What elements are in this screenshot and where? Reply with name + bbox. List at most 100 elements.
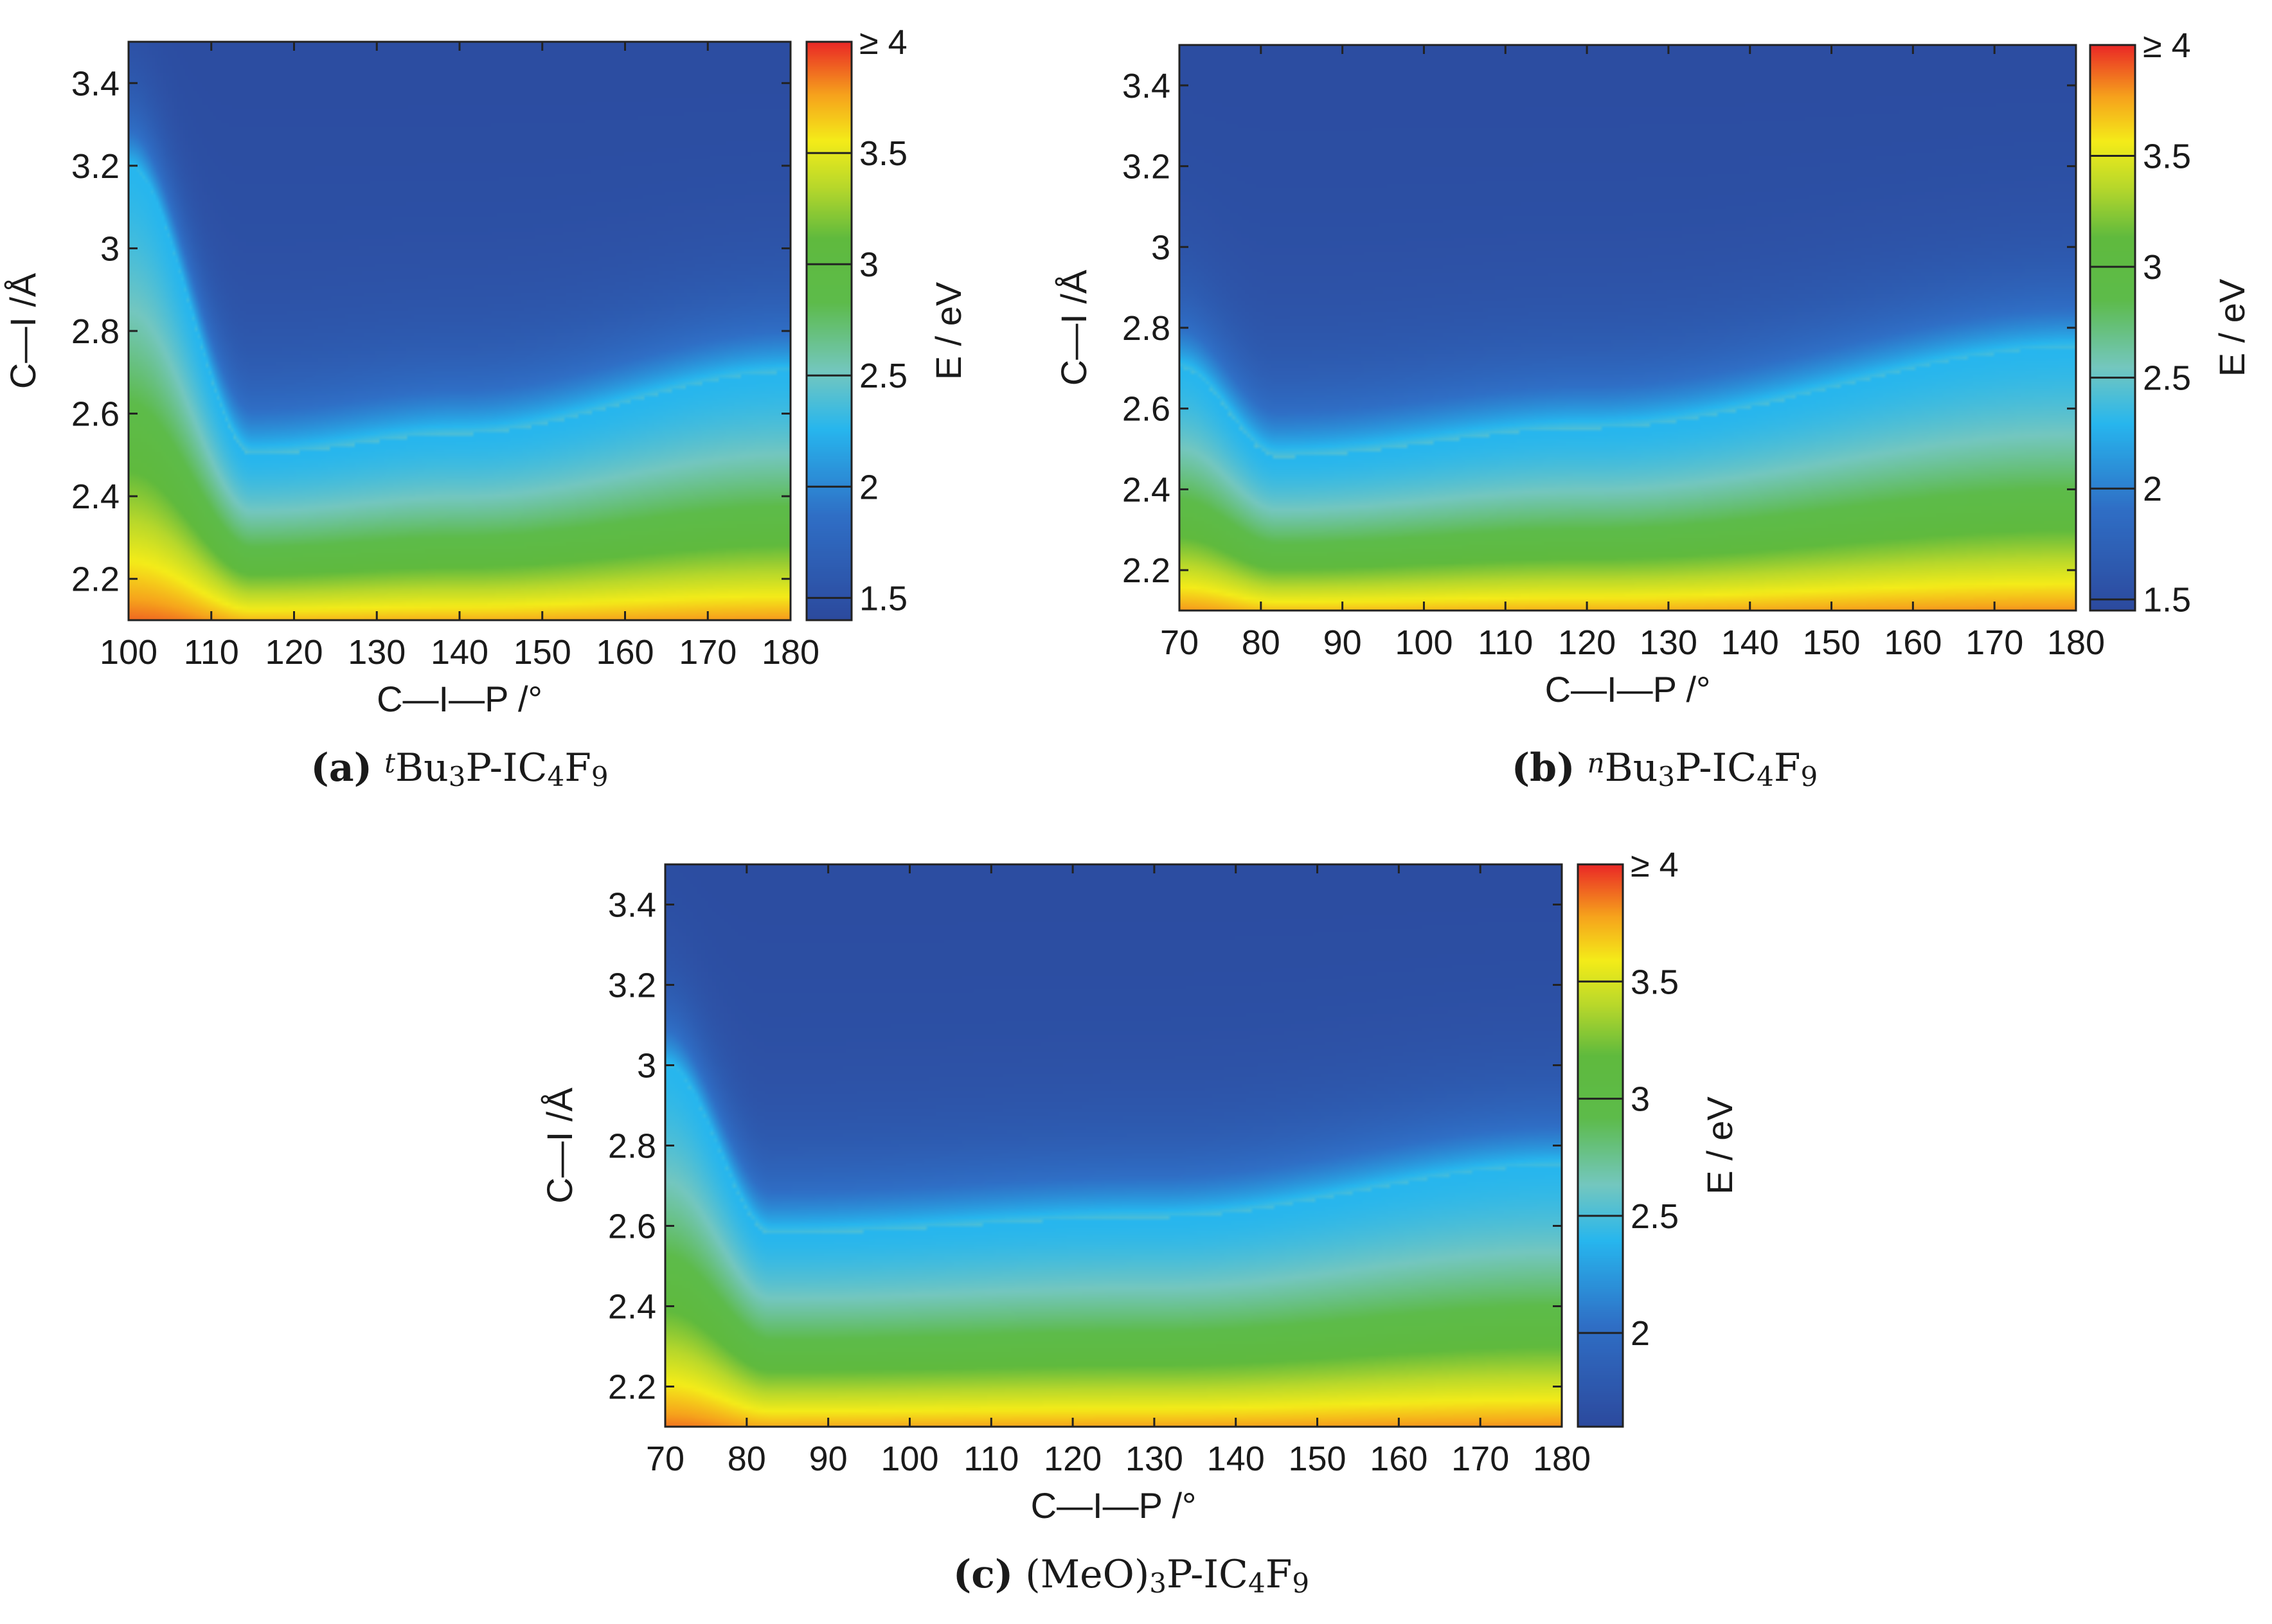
colorbar-tick-label: ≥ 4 [1631,846,1679,884]
y-tick-label: 2.8 [71,312,120,351]
colorbar-tick-label: 3.5 [2143,138,2191,176]
caption-part: 4 [1248,1567,1266,1599]
caption-part: F [564,745,591,790]
x-tick-label: 140 [1207,1440,1265,1478]
y-tick-label: 2.2 [71,560,120,599]
y-tick-label: 2.6 [1122,390,1170,429]
caption-part: 3 [1658,761,1675,792]
panel-caption: (b) nBu3P-IC4F9 [1512,745,1818,792]
caption-part: 9 [1292,1567,1309,1599]
colorbar-label: E / eV [1699,1096,1740,1195]
caption-part: t [384,747,395,779]
colorbar-tick-label: 3.5 [1631,963,1679,1001]
panel-a: 100 110 120 130 140 150 160 170 180 2.2 2.4 2.6 2.8 3… [3,23,969,792]
colorbar-tick-label: 3.5 [859,134,908,173]
x-axis-label: C—I—P /° [1545,669,1711,709]
x-tick-label: 120 [1044,1440,1102,1478]
x-tick-label: 70 [1160,623,1199,662]
colorbar-tick-label: 1.5 [2143,581,2191,620]
x-tick-label: 110 [1478,623,1533,662]
x-tick-label: 80 [728,1440,766,1478]
caption-part: 9 [1800,761,1818,792]
x-tick-label: 90 [809,1440,848,1478]
y-axis-label: C—I /Å [539,1087,580,1204]
y-tick-label: 2.2 [608,1368,656,1407]
y-tick-label: 3 [637,1047,656,1085]
colorbar-tick-label: 2.5 [1631,1197,1679,1236]
caption-part: 4 [547,761,564,792]
y-tick-label: 3.4 [608,886,656,925]
x-tick-label: 120 [1558,623,1616,662]
y-tick-label: 3.4 [1122,67,1170,105]
x-tick-label: 170 [1965,623,2023,662]
x-tick-label: 170 [1451,1440,1509,1478]
x-tick-label: 150 [514,633,571,672]
colorbar-tick-label: 2 [859,468,879,506]
y-tick-label: 3.2 [1122,148,1170,186]
caption-label: (c) [953,1552,1013,1597]
panel-caption: (a) tBu3P-IC4F9 [310,745,608,792]
x-tick-label: 130 [348,633,406,672]
caption-gap [1013,1552,1025,1597]
colorbar [807,42,852,620]
x-tick-label: 100 [1395,623,1453,662]
caption-part: 3 [1149,1567,1167,1599]
x-tick-label: 100 [881,1440,938,1478]
caption-part: 9 [591,761,609,792]
y-tick-label: 3.2 [608,967,656,1005]
x-tick-label: 150 [1802,623,1860,662]
caption-part: P-IC [466,745,548,790]
colorbar-tick-label: 2 [2143,470,2162,508]
x-tick-label: 90 [1323,623,1362,662]
x-tick-label: 140 [431,633,488,672]
y-axis-label: C—I /Å [3,272,43,389]
x-tick-label: 100 [100,633,157,672]
x-tick-label: 130 [1125,1440,1183,1478]
x-tick-label: 160 [1370,1440,1427,1478]
caption-part: (MeO) [1025,1552,1149,1597]
caption-part: F [1266,1552,1293,1597]
y-tick-label: 3 [100,229,120,268]
caption-part: 4 [1757,761,1774,792]
panel-c: 70 80 90 100 110 120 130 140 150 160 170 180 2.2 2.4 2… [539,846,1740,1599]
colorbar-tick-label: 3 [859,245,879,284]
y-tick-label: 2.8 [1122,309,1170,348]
caption-part: n [1588,747,1605,779]
caption-part: 3 [449,761,466,792]
x-tick-label: 140 [1721,623,1779,662]
x-axis-label: C—I—P /° [1031,1485,1197,1526]
x-tick-label: 160 [1884,623,1942,662]
colorbar-tick-label: ≥ 4 [859,23,908,62]
colorbar-tick-label: ≥ 4 [2143,26,2191,65]
colorbar [2090,45,2135,611]
colorbar [1578,864,1623,1427]
x-tick-label: 180 [1533,1440,1591,1478]
x-tick-label: 120 [265,633,323,672]
panel-caption: (c) (MeO)3P-IC4F9 [953,1552,1309,1599]
panel-b: 70 80 90 100 110 120 130 140 150 160 170 180 2.2 2.4 2… [1053,26,2252,792]
colorbar-label: E / eV [928,281,969,380]
colorbar-tick-label: 2 [1631,1314,1650,1353]
caption-part: P-IC [1167,1552,1248,1597]
y-tick-label: 2.6 [71,395,120,434]
caption-part: Bu [1605,745,1658,790]
colorbar-tick-label: 1.5 [859,579,908,618]
caption-part: P-IC [1675,745,1757,790]
heatmap-image [665,864,1562,1427]
caption-gap [372,745,384,790]
colorbar-label: E / eV [2212,278,2252,377]
y-tick-label: 2.6 [608,1208,656,1246]
heatmap-image [129,42,791,620]
y-tick-label: 3 [1151,228,1170,267]
x-tick-label: 80 [1242,623,1280,662]
x-tick-label: 150 [1288,1440,1346,1478]
x-axis-label: C—I—P /° [377,679,542,719]
y-tick-label: 2.4 [71,477,120,516]
y-axis-label: C—I /Å [1053,269,1094,386]
y-tick-label: 2.8 [608,1127,656,1166]
caption-label: (a) [310,745,372,790]
x-tick-label: 180 [762,633,819,672]
y-tick-label: 3.2 [71,147,120,186]
colorbar-tick-label: 3 [1631,1080,1650,1119]
